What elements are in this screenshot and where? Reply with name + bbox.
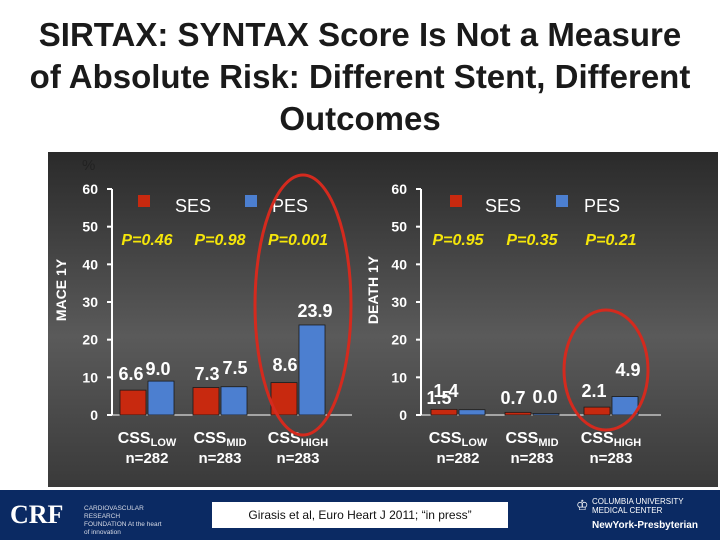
data-label-1-5: 4.9 <box>615 360 640 380</box>
y-tick-label-0-60: 60 <box>82 181 98 197</box>
crf-subtitle: CARDIOVASCULAR RESEARCH FOUNDATION At th… <box>84 505 162 536</box>
data-label-1-3: 0.0 <box>532 387 557 407</box>
category-n-0-1: n=283 <box>199 450 242 467</box>
legend-label-1-0: SES <box>485 196 521 216</box>
y-axis-title-1: DEATH 1Y <box>365 255 381 324</box>
highlight-circle-0 <box>253 173 353 437</box>
category-label-1-1: CSSMID <box>505 430 558 449</box>
p-value-0-1: P=0.98 <box>194 232 245 249</box>
y-tick-label-1-10: 10 <box>391 369 407 385</box>
legend-swatch-1-0 <box>450 195 462 207</box>
legend-swatch-1-1 <box>556 195 568 207</box>
y-tick-label-0-40: 40 <box>82 256 98 272</box>
citation-background <box>212 502 508 528</box>
data-label-1-4: 2.1 <box>581 381 606 401</box>
legend-swatch-0-0 <box>138 195 150 207</box>
p-value-1-1: P=0.35 <box>506 232 558 249</box>
data-label-0-4: 8.6 <box>272 355 297 375</box>
data-label-0-3: 7.5 <box>222 358 247 378</box>
y-tick-label-0-20: 20 <box>82 332 98 348</box>
nyp-logo: NewYork-Presbyterian <box>592 520 698 531</box>
p-value-0-0: P=0.46 <box>121 232 172 249</box>
citation: Girasis et al, Euro Heart J 2011; “in pr… <box>248 508 472 522</box>
category-n-1-1: n=283 <box>511 450 554 467</box>
category-label-1-2: CSSHIGH <box>581 430 641 449</box>
y-tick-label-0-0: 0 <box>90 407 98 423</box>
p-value-1-2: P=0.21 <box>585 232 636 249</box>
category-n-1-0: n=282 <box>437 450 480 467</box>
crf-logo: CRF <box>10 500 64 529</box>
y-unit-label: % <box>82 157 95 174</box>
bar-0-0-1 <box>147 380 175 416</box>
bar-1-2-1 <box>611 396 639 416</box>
y-tick-label-0-30: 30 <box>82 294 98 310</box>
data-label-0-2: 7.3 <box>194 364 219 384</box>
y-tick-label-1-20: 20 <box>391 332 407 348</box>
crown-icon: ♔ <box>576 497 589 513</box>
category-label-1-0: CSSLOW <box>429 430 488 449</box>
legend-label-0-0: SES <box>175 196 211 216</box>
y-axis-title-0: MACE 1Y <box>53 258 69 321</box>
category-label-0-2: CSSHIGH <box>268 430 328 449</box>
bar-0-0-0 <box>119 389 147 416</box>
category-n-1-2: n=283 <box>590 450 633 467</box>
p-value-1-0: P=0.95 <box>432 232 484 249</box>
bar-0-1-0 <box>192 387 220 416</box>
bar-1-1-0 <box>504 411 532 416</box>
y-tick-label-1-50: 50 <box>391 219 407 235</box>
slide-title: SIRTAX: SYNTAX Score Is Not a Measure of… <box>29 16 691 137</box>
category-n-0-0: n=282 <box>126 450 169 467</box>
y-tick-label-1-60: 60 <box>391 181 407 197</box>
bar-0-2-1 <box>298 324 326 416</box>
data-label-0-5: 23.9 <box>297 301 332 321</box>
y-tick-label-0-10: 10 <box>82 369 98 385</box>
data-label-1-1: 1.4 <box>433 381 458 401</box>
bar-1-2-0 <box>583 406 611 416</box>
category-label-0-1: CSSMID <box>193 430 246 449</box>
y-tick-label-1-40: 40 <box>391 256 407 272</box>
legend-label-1-1: PES <box>584 196 620 216</box>
category-n-0-2: n=283 <box>277 450 320 467</box>
legend-label-0-1: PES <box>272 196 308 216</box>
category-label-0-0: CSSLOW <box>118 430 177 449</box>
columbia-logo: COLUMBIA UNIVERSITY MEDICAL CENTER <box>592 497 684 515</box>
bar-1-0-0 <box>430 408 458 416</box>
y-tick-label-0-50: 50 <box>82 219 98 235</box>
legend-swatch-0-1 <box>245 195 257 207</box>
bar-0-1-1 <box>220 386 248 416</box>
data-label-0-0: 6.6 <box>118 364 143 384</box>
bar-1-1-1 <box>532 413 560 416</box>
p-value-0-2: P=0.001 <box>268 232 328 249</box>
y-tick-label-1-0: 0 <box>399 407 407 423</box>
highlight-circle-1 <box>562 308 650 432</box>
y-tick-label-1-30: 30 <box>391 294 407 310</box>
data-label-1-0: 1.5 <box>426 388 451 408</box>
bar-1-0-1 <box>458 409 486 416</box>
data-label-0-1: 9.0 <box>145 359 170 379</box>
data-label-1-2: 0.7 <box>500 388 525 408</box>
